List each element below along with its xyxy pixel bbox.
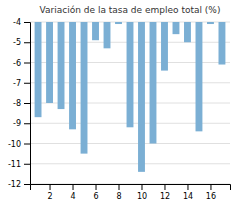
tick: -9 — [13, 119, 30, 128]
grid-line — [30, 163, 230, 164]
tick-label: 2 — [47, 192, 52, 201]
tick-mark — [24, 164, 30, 165]
tick-label: 16 — [206, 192, 216, 201]
bar — [161, 22, 168, 71]
tick-label: 14 — [183, 192, 193, 201]
tick-label: -8 — [13, 99, 21, 108]
x-axis: 2 4 6 8 10 12 14 16 — [31, 184, 231, 201]
grid — [30, 22, 230, 184]
axis-domain — [24, 23, 31, 185]
tick: -8 — [13, 99, 30, 108]
tick-label: -5 — [13, 38, 21, 47]
tick-mark — [24, 144, 30, 145]
tick-label: 10 — [137, 192, 147, 201]
tick: 6 — [93, 184, 98, 201]
tick-mark — [141, 184, 142, 190]
bar — [173, 22, 180, 34]
bar — [196, 22, 203, 131]
tick: -11 — [8, 160, 30, 169]
bar — [184, 22, 191, 42]
tick-label: -11 — [8, 160, 21, 169]
tick-label: -10 — [8, 140, 21, 149]
title: Variación de la tasa de empleo total (%) — [40, 5, 221, 15]
bar — [92, 22, 99, 40]
tick-label: 12 — [160, 192, 170, 201]
bar — [150, 22, 157, 144]
tick-label: 6 — [93, 192, 98, 201]
tick-mark — [24, 184, 30, 185]
bar — [138, 22, 145, 172]
bar — [219, 22, 226, 65]
tick-label: -7 — [13, 79, 21, 88]
tick-mark — [73, 184, 74, 190]
tick-mark — [24, 42, 30, 43]
bar — [127, 22, 134, 127]
tick-mark — [24, 103, 30, 104]
tick: 4 — [70, 184, 75, 201]
tick-mark — [24, 123, 30, 124]
tick-label: -9 — [13, 119, 21, 128]
tick-mark — [24, 22, 30, 23]
chart-container: 2 4 6 8 10 12 14 16 -12 -11 -10 -9 -8 -7 -6 -5 -4 Variaci… — [0, 0, 240, 204]
tick-mark — [24, 63, 30, 64]
tick-mark — [96, 184, 97, 190]
tick-mark — [50, 184, 51, 190]
bar — [104, 22, 111, 48]
tick: 2 — [47, 184, 52, 201]
tick: -4 — [13, 18, 30, 27]
tick: 14 — [183, 184, 193, 201]
bar — [115, 22, 122, 24]
tick: -10 — [8, 140, 30, 149]
bar — [69, 22, 76, 129]
bar — [58, 22, 65, 109]
tick-label: 8 — [116, 192, 121, 201]
bar — [81, 22, 88, 154]
y-axis: -12 -11 -10 -9 -8 -7 -6 -5 -4 — [8, 18, 31, 189]
axis-domain — [31, 185, 231, 191]
grid-line — [30, 143, 230, 144]
tick-mark — [119, 184, 120, 190]
tick: -6 — [13, 59, 30, 68]
tick: 16 — [206, 184, 216, 201]
tick-mark — [210, 184, 211, 190]
tick: 8 — [116, 184, 121, 201]
tick: -5 — [13, 38, 30, 47]
tick-label: -12 — [8, 180, 21, 189]
bars — [35, 22, 226, 172]
tick-mark — [24, 83, 30, 84]
tick: -12 — [8, 180, 30, 189]
chart-svg: 2 4 6 8 10 12 14 16 -12 -11 -10 -9 -8 -7 -6 -5 -4 Variaci… — [0, 0, 240, 204]
tick: -7 — [13, 79, 30, 88]
tick-label: -4 — [13, 18, 21, 27]
plot-area: 2 4 6 8 10 12 14 16 -12 -11 -10 -9 -8 -7 -6 -5 -4 — [8, 18, 231, 201]
tick-label: -6 — [13, 59, 21, 68]
tick-label: 4 — [70, 192, 75, 201]
tick: 10 — [137, 184, 147, 201]
tick-mark — [164, 184, 165, 190]
bar — [35, 22, 42, 117]
tick-mark — [187, 184, 188, 190]
bar — [207, 22, 214, 24]
bar — [46, 22, 53, 103]
tick: 12 — [160, 184, 170, 201]
